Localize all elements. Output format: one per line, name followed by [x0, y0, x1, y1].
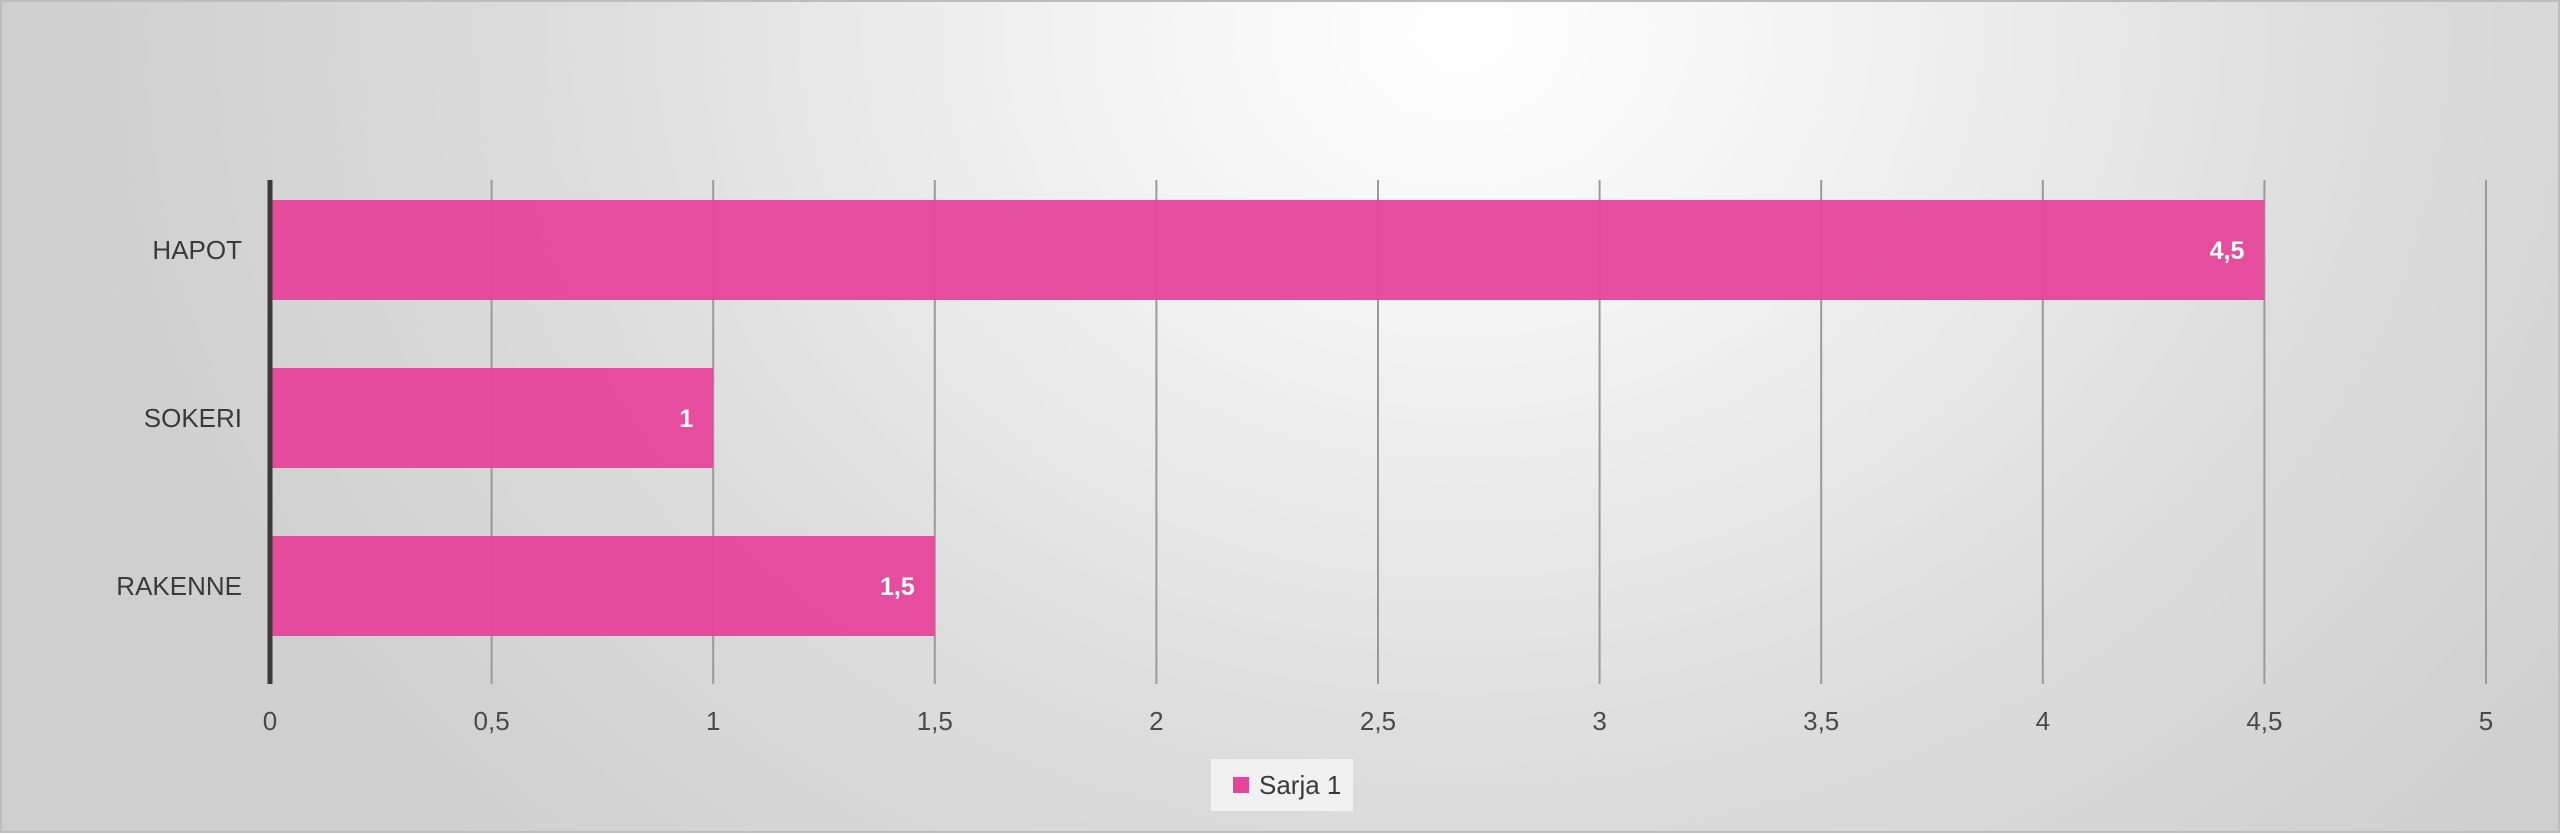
category-label: HAPOT: [152, 235, 242, 265]
bar-data-label: 1: [679, 405, 693, 433]
bar-data-label: 4,5: [2210, 237, 2245, 265]
category-labels: HAPOT SOKERI RAKENNE: [116, 235, 242, 601]
bar: [270, 200, 2265, 300]
bar: [270, 536, 935, 636]
legend-swatch: [1233, 777, 1249, 793]
x-tick-label: 4,5: [2246, 706, 2282, 736]
x-tick-label: 0,5: [474, 706, 510, 736]
x-tick-label: 2: [1149, 706, 1163, 736]
x-tick-label: 5: [2479, 706, 2493, 736]
x-tick-label: 2,5: [1360, 706, 1396, 736]
category-label: SOKERI: [144, 403, 242, 433]
x-tick-label: 3,5: [1803, 706, 1839, 736]
bars: [270, 200, 2265, 636]
x-tick-label: 0: [263, 706, 277, 736]
data-labels: 4,5 1 1,5: [679, 237, 2244, 601]
x-tick-label: 1: [706, 706, 720, 736]
x-tick-label: 4: [2036, 706, 2050, 736]
bar-data-label: 1,5: [880, 573, 915, 601]
legend: Sarja 1: [1211, 759, 1354, 811]
bar: [270, 368, 714, 468]
category-label: RAKENNE: [116, 571, 242, 601]
legend-label: Sarja 1: [1259, 769, 1342, 800]
x-tick-label: 3: [1592, 706, 1606, 736]
x-tick-label: 1,5: [917, 706, 953, 736]
x-tick-labels: 0 0,5 1 1,5 2 2,5 3 3,5 4 4,5 5: [263, 706, 2493, 736]
